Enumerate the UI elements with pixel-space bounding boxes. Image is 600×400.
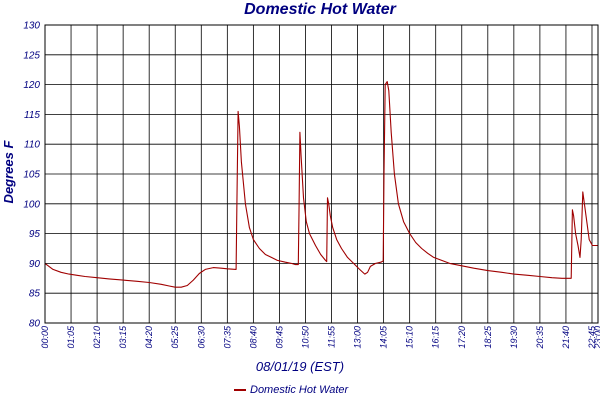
legend-swatch: [234, 389, 246, 391]
y-tick-label: 80: [29, 319, 41, 330]
x-tick-label: 10:50: [300, 326, 310, 349]
x-tick-label: 02:10: [92, 326, 102, 349]
y-tick-label: 120: [23, 80, 40, 91]
x-tick-label: 19:30: [509, 326, 519, 349]
x-tick-label: 22:45: [587, 325, 597, 350]
x-tick-label: 01:05: [66, 325, 76, 349]
y-tick-label: 110: [24, 140, 40, 151]
series-line-domestic-hot-water: [44, 81, 598, 288]
x-tick-label: 20:35: [535, 325, 545, 350]
x-tick-label: 03:15: [118, 325, 128, 349]
x-tick-label: 06:30: [196, 326, 206, 349]
grid: [44, 24, 599, 324]
y-tick-label: 125: [23, 50, 40, 61]
y-tick-labels: 80 85 90 95 100 105 110 115 120 125 130: [23, 21, 40, 330]
y-tick-label: 100: [23, 199, 40, 210]
x-tick-label: 11:55: [327, 325, 337, 348]
x-tick-label: 18:25: [483, 325, 493, 349]
x-tick-label: 23:00: [593, 326, 600, 350]
x-tick-label: 14:05: [379, 325, 389, 349]
plot-frame: [44, 24, 599, 324]
x-tick-label: 00:00: [40, 326, 50, 349]
x-tick-label: 08:40: [248, 326, 258, 349]
chart-title: Domestic Hot Water: [244, 1, 396, 18]
y-tick-label: 90: [29, 259, 41, 270]
x-tick-labels: 00:00 01:05 02:10 03:15 04:20 05:25 06:30 07:35…: [40, 325, 600, 350]
y-tick-label: 105: [23, 170, 40, 181]
x-tick-label: 13:00: [353, 326, 363, 349]
x-tick-label: 05:25: [170, 325, 180, 349]
y-tick-label: 115: [24, 110, 40, 121]
y-tick-label: 95: [29, 229, 41, 240]
x-tick-label: 09:45: [274, 325, 284, 349]
legend-label: Domestic Hot Water: [250, 384, 349, 396]
x-tick-label: 16:15: [431, 325, 441, 349]
legend: Domestic Hot Water: [234, 382, 348, 398]
x-tick-label: 07:35: [222, 325, 232, 349]
x-tick-label: 21:40: [561, 326, 571, 350]
series-layer: [44, 81, 598, 288]
x-tick-label: 17:20: [457, 326, 467, 349]
x-tick-label: 04:20: [144, 326, 154, 349]
y-tick-label: 130: [23, 21, 40, 32]
x-axis-label: 08/01/19 (EST): [255, 359, 345, 374]
y-tick-label: 85: [29, 289, 41, 300]
x-tick-label: 15:10: [405, 326, 415, 349]
